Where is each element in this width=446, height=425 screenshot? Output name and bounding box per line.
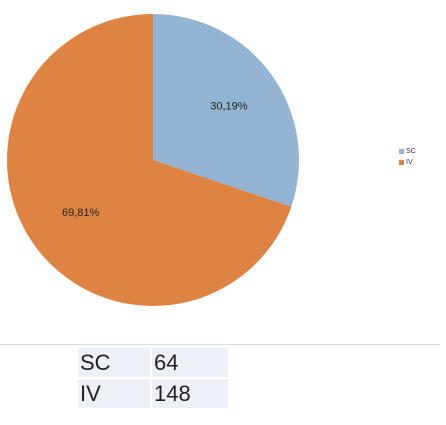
table-cell-value: 148	[150, 378, 228, 410]
pie-slice-sc	[153, 14, 299, 207]
table-row: SC 64	[78, 348, 228, 379]
table-cell-label: SC	[78, 348, 151, 379]
divider	[0, 344, 440, 345]
legend-swatch-iv	[399, 160, 404, 165]
table-row: IV 148	[78, 378, 228, 410]
chart-legend: SC IV	[399, 146, 416, 168]
legend-item-iv: IV	[399, 157, 416, 168]
legend-swatch-sc	[399, 149, 404, 154]
counts-table: SC 64 IV 148	[78, 348, 228, 410]
slice-label-iv: 69,81%	[62, 207, 100, 219]
slice-label-sc: 30,19%	[210, 101, 248, 113]
pie-chart: 30,19% 69,81%	[6, 14, 299, 306]
table-cell-label: IV	[78, 378, 151, 410]
legend-label-sc: SC	[406, 147, 416, 155]
legend-item-sc: SC	[399, 146, 416, 157]
legend-label-iv: IV	[406, 158, 413, 166]
table-cell-value: 64	[150, 348, 228, 379]
pie-slice-iv	[6, 14, 292, 306]
